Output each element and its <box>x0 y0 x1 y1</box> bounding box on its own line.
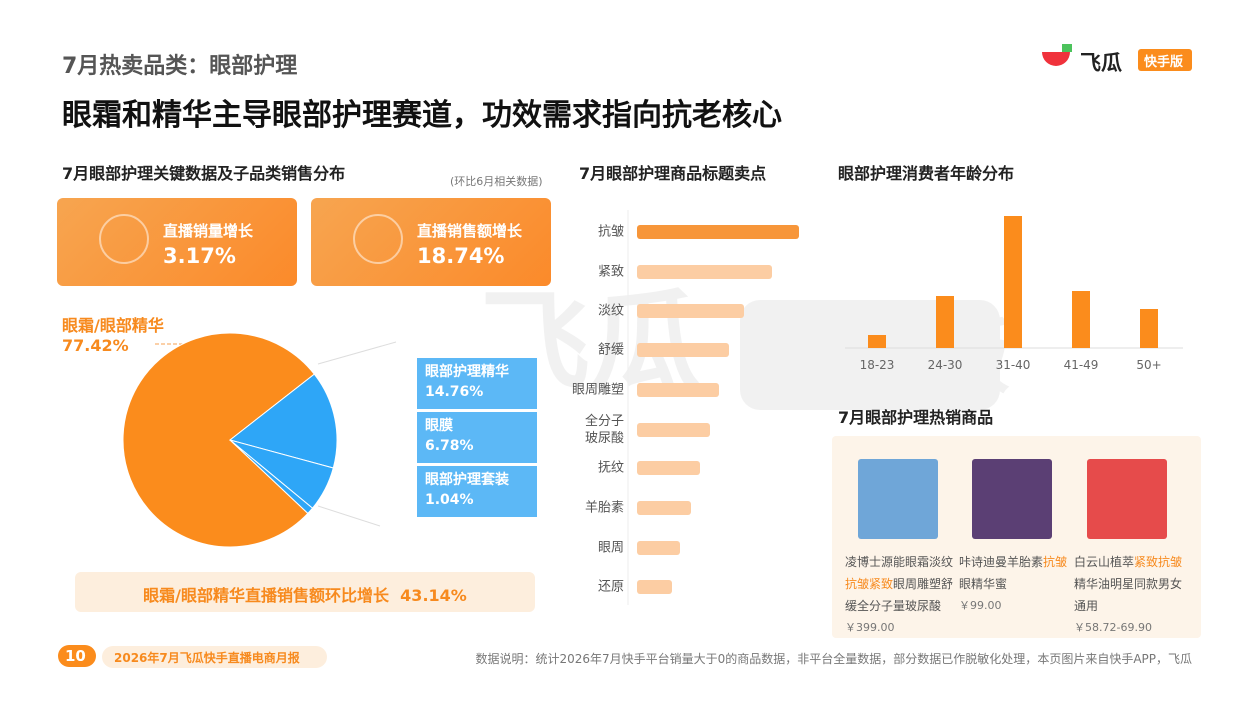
highlight-bg <box>75 572 535 612</box>
footer-report: 2026年7月飞瓜快手直播电商月报 <box>114 651 300 665</box>
highlight-value: 43.14% <box>400 586 467 605</box>
product-image <box>858 459 938 539</box>
hbar-label: 全分子 玻尿酸 <box>584 414 624 446</box>
pie-value-label: 6.78% <box>425 438 474 454</box>
hbar <box>637 423 710 437</box>
kpi-card: 直播销售额增长 18.74% <box>311 198 551 286</box>
leader-line <box>317 341 397 365</box>
hbar <box>637 265 772 279</box>
pie-value-label: 14.76% <box>425 384 484 400</box>
hbar-label: 舒缓 <box>597 342 624 358</box>
footer-page: 10 <box>65 647 86 665</box>
products-title: 7月眼部护理热销商品 <box>838 408 994 427</box>
hbar <box>637 225 799 239</box>
pie-slice <box>228 373 338 469</box>
bar <box>1004 216 1022 348</box>
hbar <box>637 304 744 318</box>
product-name-part: 抗皱 <box>1043 555 1068 569</box>
hbar <box>637 541 680 555</box>
pie-value-label: 77.42% <box>62 336 129 355</box>
kpi-note: (环比6月相关数据) <box>450 175 543 188</box>
product-name: 凌博士源能眼霜淡纹抗皱紧致眼周雕塑舒缓全分子量玻尿酸 ￥399.00 <box>845 551 959 639</box>
leader-line <box>317 505 381 527</box>
section-title: 7月热卖品类：眼部护理 <box>62 54 298 79</box>
product-name-part: 白云山植萃 <box>1074 555 1135 569</box>
hbar-label: 眼周 <box>597 540 624 556</box>
logo-brand: 飞瓜 <box>1080 51 1122 75</box>
hbar-label: 还原 <box>597 579 624 595</box>
logo-icon <box>1062 44 1072 52</box>
product-image <box>972 459 1052 539</box>
page-title: 眼霜和精华主导眼部护理赛道，功效需求指向抗老核心 <box>62 98 782 133</box>
highlight-label: 眼霜/眼部精华直播销售额环比增长 <box>143 586 390 605</box>
pie-label-box: 眼部护理精华 14.76% <box>417 358 537 409</box>
product-name: 白云山植萃紧致抗皱精华油明星同款男女通用 ￥58.72-69.90 <box>1074 551 1188 639</box>
product-name: 咔诗迪曼羊胎素抗皱眼精华蜜 ￥99.00 <box>959 551 1073 617</box>
logo-icon <box>1042 52 1070 66</box>
hbar-label: 眼周雕塑 <box>571 382 624 398</box>
kpi-title: 7月眼部护理关键数据及子品类销售分布 <box>62 164 346 183</box>
x-tick-label: 31-40 <box>996 358 1031 372</box>
bar <box>1072 291 1090 348</box>
watermark: 飞瓜 快手版 <box>480 278 1010 410</box>
bar <box>868 335 886 348</box>
product-price: ￥399.00 <box>845 621 895 634</box>
hbar <box>637 461 700 475</box>
pie-slice <box>229 439 314 515</box>
bar <box>1140 309 1158 348</box>
product-name-part: 凌博士源能眼霜淡纹 <box>845 555 954 569</box>
card-icon <box>353 214 403 264</box>
logo-badge: 快手版 <box>1144 55 1184 70</box>
pie-slice <box>122 332 316 548</box>
bar-title: 眼部护理消费者年龄分布 <box>838 164 1015 183</box>
hbar <box>637 501 691 515</box>
pie-label: 眼霜/眼部精华 <box>62 316 164 335</box>
hbar-label: 抚纹 <box>597 460 624 476</box>
hbar-label: 羊胎素 <box>584 500 624 516</box>
hbar-label: 淡纹 <box>597 303 624 319</box>
pie-label: 眼部护理精华 <box>425 364 509 380</box>
pie-label: 眼部护理套装 <box>425 472 509 488</box>
product-name-part: 眼精华蜜 <box>959 577 1008 591</box>
x-tick-label: 41-49 <box>1064 358 1099 372</box>
product-price: ￥58.72-69.90 <box>1074 621 1152 634</box>
logo-badge-bg <box>1138 49 1192 71</box>
page-badge <box>58 645 96 667</box>
pie-label-box: 眼部护理套装 1.04% <box>417 466 537 517</box>
x-tick-label: 50+ <box>1136 358 1161 372</box>
product-price: ￥99.00 <box>959 599 1002 612</box>
kpi-label: 直播销量增长 <box>163 222 254 240</box>
kpi-card: 直播销量增长 3.17% <box>57 198 297 286</box>
pie-label-box: 眼膜 6.78% <box>417 412 537 463</box>
product-image <box>1087 459 1167 539</box>
product-name-part: 紧致抗皱 <box>1134 555 1183 569</box>
pie-label: 眼膜 <box>425 418 453 434</box>
hbar <box>637 383 719 397</box>
kpi-value: 3.17% <box>163 244 236 268</box>
bar <box>936 296 954 348</box>
hbar-label: 抗皱 <box>597 224 624 240</box>
product-name-part: 眼周雕塑舒缓全分子量玻尿酸 <box>845 577 954 613</box>
hbar-title: 7月眼部护理商品标题卖点 <box>579 164 767 183</box>
pie-value-label: 1.04% <box>425 492 474 508</box>
product-name-part: 咔诗迪曼羊胎素 <box>959 555 1044 569</box>
x-tick-label: 24-30 <box>928 358 963 372</box>
highlight: 眼霜/眼部精华直播销售额环比增长 43.14% <box>75 582 535 606</box>
product-name-part: 精华油明星同款男女通用 <box>1074 577 1183 613</box>
hbar-label: 紧致 <box>597 264 624 280</box>
watermark-box <box>740 300 1000 410</box>
footer-note: 数据说明：统计2026年7月快手平台销量大于0的商品数据，非平台全量数据，部分数… <box>475 652 1193 666</box>
x-tick-label: 18-23 <box>860 358 895 372</box>
kpi-value: 18.74% <box>417 244 505 268</box>
hbar <box>637 343 729 357</box>
report-pill <box>102 646 327 668</box>
product-name-part: 抗皱紧致 <box>845 577 894 591</box>
card-icon <box>99 214 149 264</box>
watermark-badge: 快手版 <box>770 311 1010 404</box>
kpi-label: 直播销售额增长 <box>417 222 523 240</box>
hbar <box>637 580 672 594</box>
